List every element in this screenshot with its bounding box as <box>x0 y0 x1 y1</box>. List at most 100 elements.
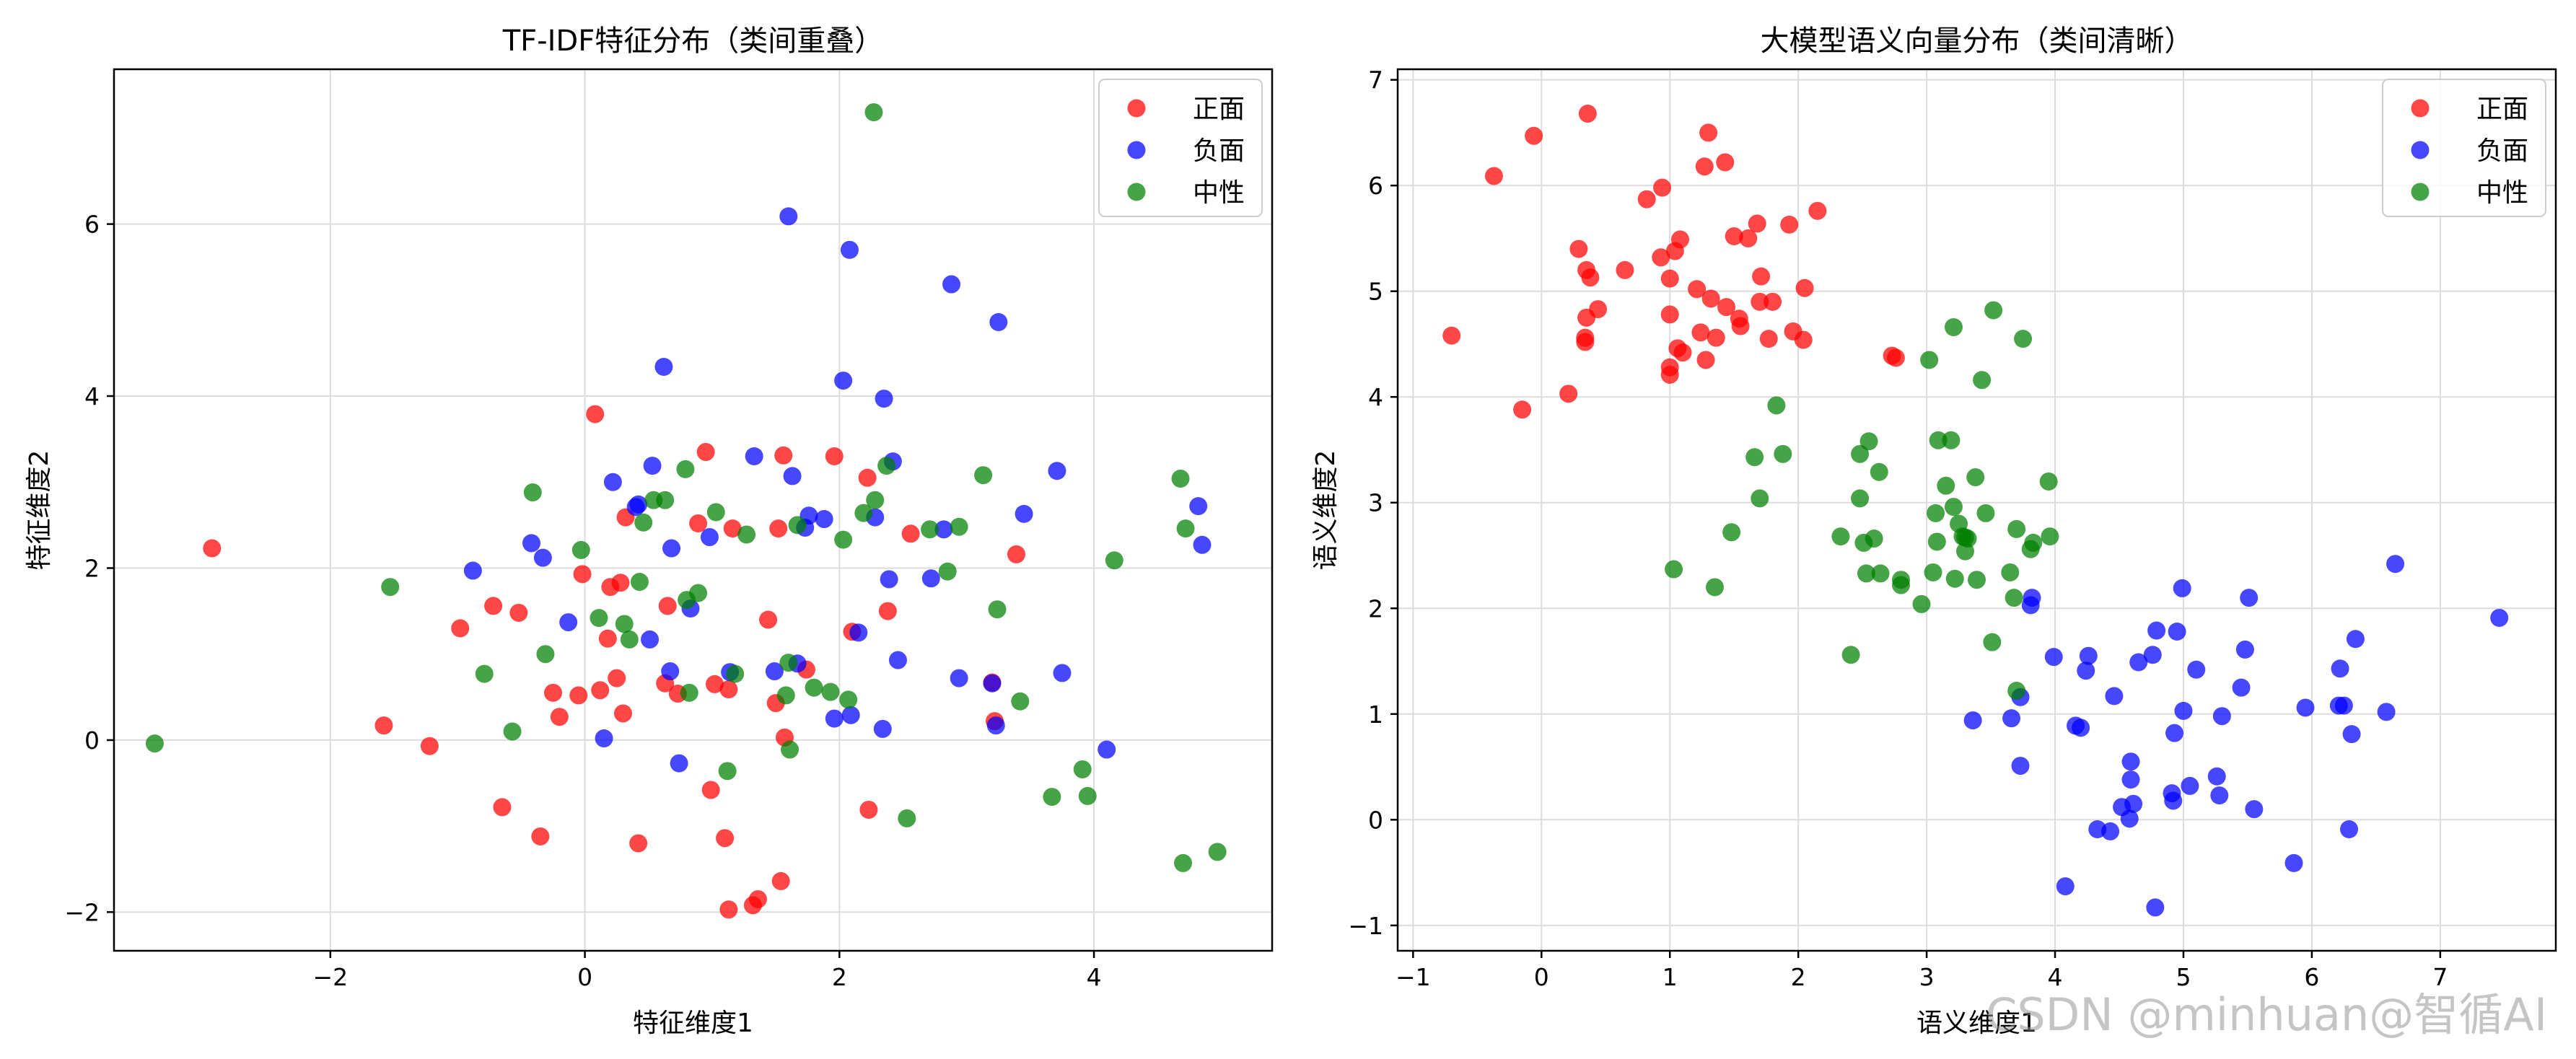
data-point <box>2007 519 2026 538</box>
data-point <box>1937 476 1955 495</box>
data-point <box>859 800 878 819</box>
data-point <box>1665 560 1683 579</box>
data-point <box>1660 305 1679 324</box>
data-point <box>531 827 550 845</box>
data-point <box>779 654 798 672</box>
data-point <box>2235 640 2254 659</box>
data-point <box>2120 809 2139 828</box>
series-正面 <box>1442 105 1905 419</box>
data-point <box>1929 431 1948 449</box>
data-point <box>1701 289 1720 308</box>
data-point <box>1442 326 1461 345</box>
plot-frame <box>113 68 1274 952</box>
data-point <box>2232 678 2251 697</box>
data-point <box>689 584 708 602</box>
chart-1: −2 0 2 4 −2 0 2 4 6 TF-IDF特征分布（类间重叠） 特征维度1 特征维度2 正面负… <box>25 25 1274 1038</box>
data-point <box>559 613 578 632</box>
data-point <box>1857 564 1875 583</box>
data-point <box>938 562 957 581</box>
data-point <box>493 798 512 817</box>
data-point <box>550 708 569 726</box>
data-point <box>2284 853 2303 872</box>
data-point <box>821 682 840 701</box>
x-tick-label: −1 <box>1396 963 1431 991</box>
data-point <box>771 871 790 890</box>
data-point <box>2296 698 2315 717</box>
data-point <box>748 889 767 908</box>
data-point <box>573 565 592 584</box>
data-point <box>634 513 653 532</box>
data-point <box>974 466 993 485</box>
y-tick-label: 6 <box>84 211 100 239</box>
x-tick-label: 0 <box>577 963 592 991</box>
data-point <box>1942 431 1961 449</box>
data-point <box>1098 740 1116 759</box>
data-point <box>776 686 795 705</box>
data-point <box>858 468 877 487</box>
y-tick-label: 0 <box>84 726 100 755</box>
data-point <box>769 519 788 538</box>
data-point <box>2072 719 2090 737</box>
data-point <box>1841 646 1860 664</box>
data-point <box>726 664 745 683</box>
data-point <box>788 516 807 535</box>
legend-marker <box>2411 183 2430 201</box>
data-point <box>620 630 639 649</box>
y-tick-label: 2 <box>84 554 100 582</box>
data-point <box>1945 569 1964 588</box>
x-tick-label: 3 <box>1919 963 1935 991</box>
data-point <box>2056 877 2075 896</box>
data-point <box>1716 153 1735 172</box>
data-point <box>1696 351 1715 369</box>
data-point <box>598 629 617 648</box>
data-point <box>921 569 940 588</box>
data-point <box>569 686 588 705</box>
data-point <box>1983 633 2002 651</box>
data-point <box>1174 853 1193 872</box>
legend-marker <box>1127 141 1146 159</box>
data-point <box>841 706 860 724</box>
data-point <box>765 662 784 681</box>
data-point <box>2342 725 2361 744</box>
data-point <box>1966 468 1985 487</box>
y-tick-label: 0 <box>1368 806 1383 834</box>
data-point <box>1976 504 1995 522</box>
legend-marker <box>2411 99 2430 118</box>
chart-2: −1 0 1 2 3 4 5 6 7 −1 0 1 2 3 4 5 6 7 大模型语义向量分布（类间清晰） 语义维度1… <box>1311 25 2557 1038</box>
x-tick-label: 0 <box>1534 963 1549 991</box>
data-point <box>590 609 608 628</box>
y-tick-label: 2 <box>1368 594 1383 623</box>
data-point <box>719 900 738 919</box>
data-point <box>1043 788 1061 807</box>
data-point <box>934 520 953 539</box>
data-point <box>2346 630 2365 649</box>
data-point <box>1722 523 1741 542</box>
data-point <box>1912 594 1931 613</box>
data-point <box>536 645 555 664</box>
data-point <box>1176 519 1195 538</box>
data-point <box>723 519 742 538</box>
data-point <box>595 729 613 748</box>
data-point <box>1859 432 1878 451</box>
data-point <box>1851 489 1870 508</box>
chart-title: 大模型语义向量分布（类间清晰） <box>1761 25 2194 58</box>
data-point <box>420 737 439 755</box>
data-point <box>1795 278 1814 297</box>
y-tick-label: 5 <box>1368 278 1383 306</box>
data-point <box>1048 462 1066 480</box>
data-point <box>1745 448 1764 467</box>
data-point <box>662 539 681 558</box>
data-point <box>2124 794 2143 813</box>
y-axis-label: 特征维度2 <box>25 450 54 571</box>
data-point <box>866 491 885 509</box>
data-point <box>1011 692 1030 711</box>
data-point <box>475 664 494 683</box>
series-中性 <box>145 103 1227 872</box>
data-point <box>1831 527 1850 546</box>
data-point <box>1691 323 1710 342</box>
data-point <box>654 357 673 376</box>
data-point <box>629 495 648 514</box>
legend-label: 中性 <box>1193 178 1245 208</box>
data-point <box>463 561 482 580</box>
data-point <box>611 574 630 592</box>
